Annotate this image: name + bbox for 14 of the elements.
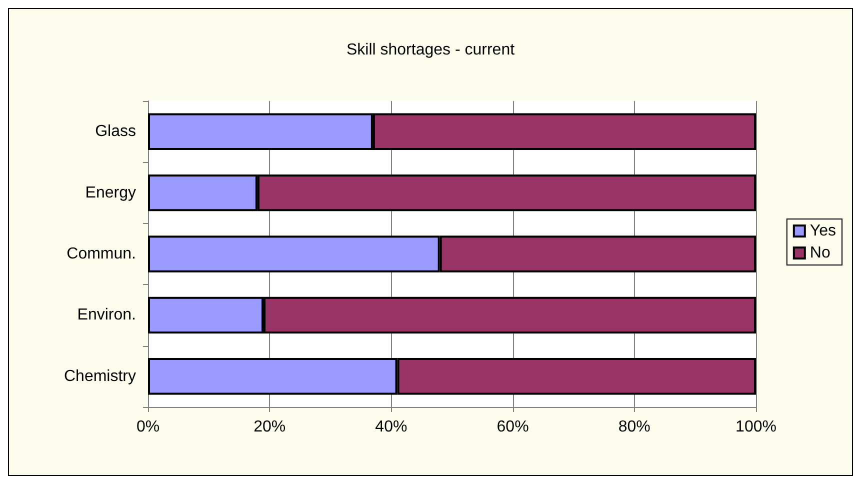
legend-label: No xyxy=(810,244,830,262)
y-tick-label: Energy xyxy=(85,184,136,202)
y-tick-label: Commun. xyxy=(66,246,136,262)
y-tick-label: Glass xyxy=(95,123,136,140)
chart-title: Skill shortages - current xyxy=(346,42,516,58)
legend-label: Yes xyxy=(810,222,836,240)
y-tick-label: Environ. xyxy=(77,306,136,324)
x-tick-label: 0% xyxy=(136,418,160,436)
x-tick-label: 80% xyxy=(618,418,650,436)
x-tick-label: 100% xyxy=(736,418,776,436)
x-tick-label: 60% xyxy=(496,418,529,436)
x-tick-label: 20% xyxy=(254,418,286,436)
y-tick-label: Chemistry xyxy=(64,368,136,385)
x-tick-label: 40% xyxy=(375,418,408,436)
